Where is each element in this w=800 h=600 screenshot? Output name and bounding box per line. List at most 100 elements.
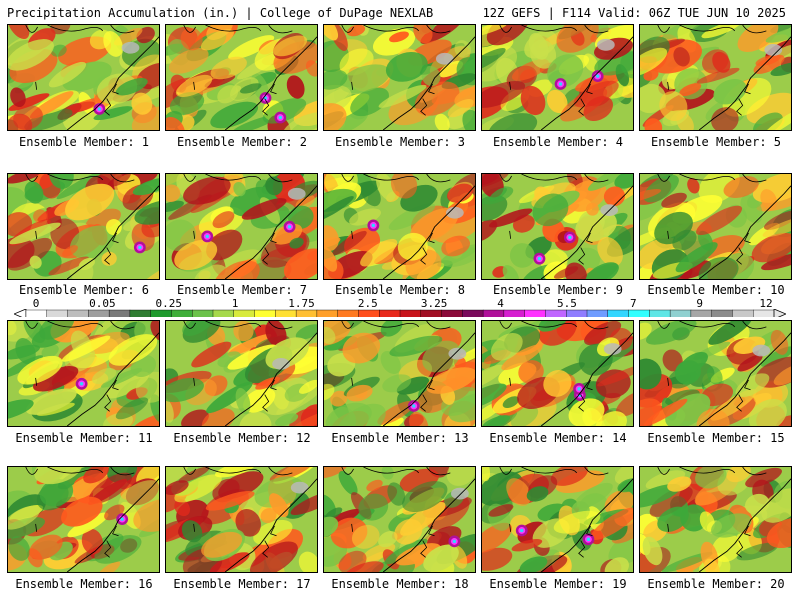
great-lakes-outline bbox=[341, 174, 451, 183]
bay-outline bbox=[104, 232, 119, 265]
coastline bbox=[66, 185, 159, 279]
ensemble-panel bbox=[165, 24, 318, 131]
coastline bbox=[382, 478, 475, 572]
panel-caption: Ensemble Member: 20 bbox=[647, 577, 785, 591]
panel-caption: Ensemble Member: 8 bbox=[334, 283, 466, 297]
precip-map bbox=[324, 321, 475, 426]
panel-caption: Ensemble Member: 2 bbox=[176, 135, 308, 149]
colorbar-segment bbox=[379, 309, 401, 317]
ensemble-panel bbox=[7, 173, 160, 280]
colorbar-label: 7 bbox=[629, 297, 637, 310]
coastline bbox=[224, 36, 317, 130]
colorbar-segment bbox=[524, 309, 546, 317]
colorbar-segment bbox=[462, 309, 484, 317]
great-lakes-outline bbox=[499, 467, 609, 476]
ensemble-panel bbox=[481, 320, 634, 427]
coastline bbox=[66, 478, 159, 572]
precip-map bbox=[482, 25, 633, 130]
bay-outline bbox=[420, 83, 435, 116]
run-valid-time: 12Z GEFS | F114 Valid: 06Z TUE JUN 10 20… bbox=[482, 6, 786, 20]
panel-caption: Ensemble Member: 11 bbox=[15, 431, 153, 445]
state-border-mark bbox=[193, 81, 196, 90]
panel-caption: Ensemble Member: 12 bbox=[173, 431, 311, 445]
colorbar-segment bbox=[441, 309, 463, 317]
colorbar-segment bbox=[669, 309, 692, 317]
colorbar-segment bbox=[67, 309, 89, 317]
precip-map bbox=[640, 174, 791, 279]
bay-outline bbox=[736, 83, 751, 116]
colorbar-segment bbox=[233, 309, 255, 317]
coastline bbox=[66, 36, 159, 130]
colorbar-segment bbox=[254, 309, 276, 317]
coastline bbox=[540, 185, 633, 279]
state-border-mark bbox=[667, 230, 670, 239]
great-lakes-outline bbox=[499, 25, 609, 34]
bay-outline bbox=[262, 379, 277, 412]
precip-map bbox=[640, 25, 791, 130]
great-lakes-outline bbox=[25, 174, 135, 183]
coastline bbox=[540, 478, 633, 572]
colorbar-segment bbox=[150, 309, 172, 317]
precip-map bbox=[324, 25, 475, 130]
coastline bbox=[698, 332, 791, 426]
colorbar-max-arrow bbox=[773, 309, 786, 317]
colorbar-segment bbox=[566, 309, 588, 317]
coastline bbox=[382, 332, 475, 426]
state-border-mark bbox=[35, 230, 38, 239]
precip-map bbox=[166, 174, 317, 279]
great-lakes-outline bbox=[183, 25, 293, 34]
ensemble-panel bbox=[481, 466, 634, 573]
colorbar-segment bbox=[628, 309, 650, 317]
ensemble-panel bbox=[323, 466, 476, 573]
colorbar-label: 0 bbox=[32, 297, 40, 310]
colorbar-label: 5.5 bbox=[556, 297, 577, 310]
colorbar-segment bbox=[753, 309, 775, 317]
state-border-mark bbox=[35, 81, 38, 90]
state-border-mark bbox=[509, 523, 512, 532]
colorbar-segment bbox=[690, 309, 713, 317]
panel-caption: Ensemble Member: 15 bbox=[647, 431, 785, 445]
colorbar-label: 1 bbox=[231, 297, 239, 310]
ensemble-panel bbox=[639, 320, 792, 427]
colorbar-label: 0.25 bbox=[155, 297, 182, 310]
ensemble-panel bbox=[7, 320, 160, 427]
colorbar-label: 3.25 bbox=[420, 297, 448, 310]
state-border-mark bbox=[667, 81, 670, 90]
ensemble-panel bbox=[323, 173, 476, 280]
colorbar-segment bbox=[129, 309, 152, 317]
state-border-mark bbox=[193, 377, 196, 386]
colorbar-label: 12 bbox=[759, 297, 773, 310]
panel-caption: Ensemble Member: 7 bbox=[176, 283, 308, 297]
colorbar-segment bbox=[607, 309, 629, 317]
panel-caption: Ensemble Member: 1 bbox=[18, 135, 150, 149]
coastline bbox=[66, 332, 159, 426]
state-border-mark bbox=[35, 377, 38, 386]
precip-map bbox=[640, 321, 791, 426]
bay-outline bbox=[736, 232, 751, 265]
state-border-mark bbox=[667, 377, 670, 386]
great-lakes-outline bbox=[25, 467, 135, 476]
colorbar-segment bbox=[46, 309, 68, 317]
colorbar-segment bbox=[192, 309, 214, 317]
state-border-mark bbox=[351, 523, 354, 532]
coastline bbox=[382, 185, 475, 279]
bay-outline bbox=[578, 525, 593, 558]
coastline bbox=[382, 36, 475, 130]
state-border-mark bbox=[509, 230, 512, 239]
ensemble-panel bbox=[165, 466, 318, 573]
ensemble-panel bbox=[481, 24, 634, 131]
bay-outline bbox=[262, 525, 277, 558]
bay-outline bbox=[262, 83, 277, 116]
precip-map bbox=[166, 25, 317, 130]
panel-caption: Ensemble Member: 6 bbox=[18, 283, 150, 297]
colorbar-segment bbox=[275, 309, 297, 317]
colorbar-segment bbox=[711, 309, 733, 317]
state-border-mark bbox=[509, 81, 512, 90]
great-lakes-outline bbox=[341, 467, 451, 476]
colorbar-segment bbox=[503, 309, 526, 317]
colorbar-segment bbox=[649, 309, 671, 317]
great-lakes-outline bbox=[499, 321, 609, 330]
state-border-mark bbox=[351, 81, 354, 90]
panel-caption: Ensemble Member: 9 bbox=[492, 283, 624, 297]
great-lakes-outline bbox=[25, 25, 135, 34]
